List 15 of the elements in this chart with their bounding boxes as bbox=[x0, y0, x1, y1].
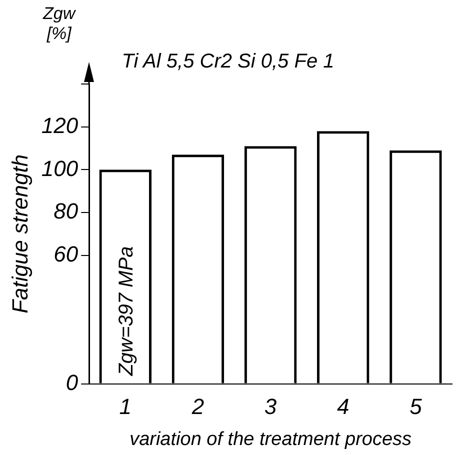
y-tick-label: 120 bbox=[41, 112, 79, 138]
x-tick-label: 4 bbox=[337, 394, 350, 420]
y-tick-label: 60 bbox=[54, 241, 79, 266]
x-tick-label: 5 bbox=[410, 394, 423, 420]
y-tick-label: 100 bbox=[41, 156, 79, 181]
text: Zgw [%] bbox=[42, 4, 77, 44]
x-axis-title: variation of the treatment process bbox=[130, 428, 412, 450]
chart-title: Ti Al 5,5 Cr2 Si 0,5 Fe 1 bbox=[122, 50, 334, 73]
annotation: Zgw=397 MPa bbox=[115, 246, 138, 377]
x-tick-label: 2 bbox=[190, 394, 204, 420]
y-axis-title: Fatigue strength bbox=[7, 154, 32, 314]
x-tick-label: 3 bbox=[264, 394, 278, 420]
y-tick-label: 80 bbox=[54, 198, 79, 224]
y-tick-label: 0 bbox=[66, 370, 79, 395]
x-tick-label: 1 bbox=[119, 394, 132, 420]
